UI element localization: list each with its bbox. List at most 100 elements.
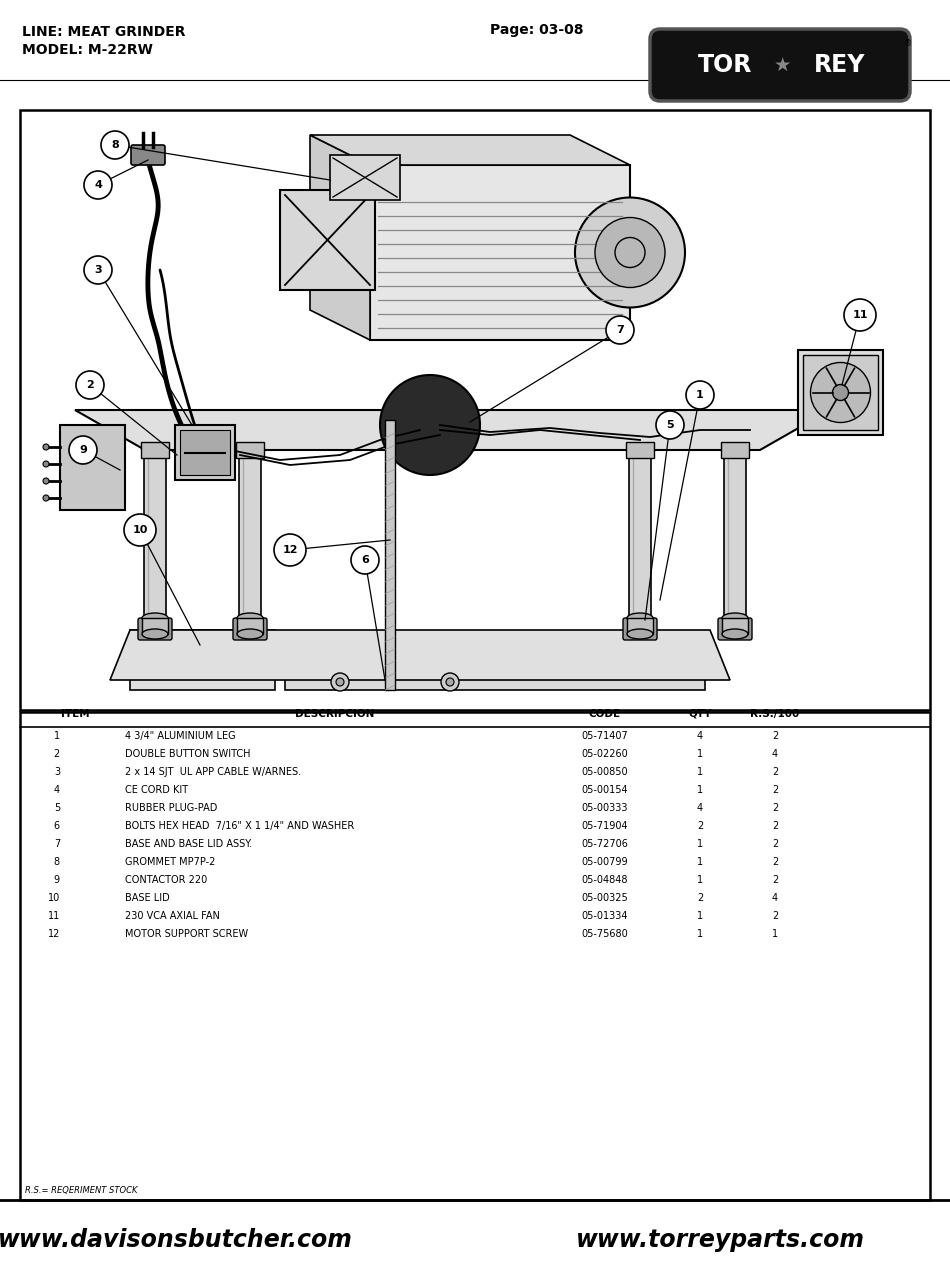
FancyBboxPatch shape: [233, 618, 267, 640]
FancyBboxPatch shape: [798, 349, 883, 435]
Text: RUBBER PLUG-PAD: RUBBER PLUG-PAD: [125, 803, 218, 813]
Text: 2 x 14 SJT  UL APP CABLE W/ARNES.: 2 x 14 SJT UL APP CABLE W/ARNES.: [125, 767, 301, 777]
FancyBboxPatch shape: [626, 442, 654, 458]
FancyBboxPatch shape: [721, 442, 749, 458]
Text: 8: 8: [54, 858, 60, 867]
FancyBboxPatch shape: [60, 425, 125, 509]
Circle shape: [351, 547, 379, 573]
Text: BOLTS HEX HEAD  7/16" X 1 1/4" AND WASHER: BOLTS HEX HEAD 7/16" X 1 1/4" AND WASHER: [125, 820, 354, 831]
FancyBboxPatch shape: [803, 355, 878, 430]
Text: 05-00799: 05-00799: [581, 858, 628, 867]
Circle shape: [844, 300, 876, 332]
Text: 1: 1: [697, 858, 703, 867]
Text: 10: 10: [48, 893, 60, 902]
Circle shape: [69, 436, 97, 463]
Circle shape: [446, 678, 454, 686]
FancyBboxPatch shape: [144, 451, 166, 620]
Text: 1: 1: [696, 390, 704, 399]
Text: 2: 2: [771, 838, 778, 849]
Text: GROMMET MP7P-2: GROMMET MP7P-2: [125, 858, 216, 867]
FancyBboxPatch shape: [724, 451, 746, 620]
Circle shape: [43, 444, 49, 451]
Text: 2: 2: [697, 893, 703, 902]
FancyBboxPatch shape: [236, 442, 264, 458]
Polygon shape: [75, 410, 830, 451]
Text: 05-72706: 05-72706: [581, 838, 629, 849]
FancyBboxPatch shape: [20, 712, 930, 1201]
Text: Page: 03-08: Page: 03-08: [490, 23, 583, 37]
Ellipse shape: [627, 613, 653, 623]
Text: LINE: MEAT GRINDER: LINE: MEAT GRINDER: [22, 26, 185, 38]
Text: 6: 6: [54, 820, 60, 831]
Text: 2: 2: [771, 731, 778, 741]
Text: 9: 9: [79, 445, 87, 454]
Text: 1: 1: [54, 731, 60, 741]
Ellipse shape: [142, 628, 168, 639]
Text: CODE: CODE: [589, 709, 621, 719]
FancyBboxPatch shape: [131, 145, 165, 165]
Text: 2: 2: [771, 803, 778, 813]
Circle shape: [84, 256, 112, 284]
Text: ®: ®: [903, 40, 912, 49]
Text: 12: 12: [282, 545, 297, 556]
Circle shape: [124, 515, 156, 547]
Text: ITEM: ITEM: [61, 709, 89, 719]
Text: CE CORD KIT: CE CORD KIT: [125, 785, 188, 795]
Text: 4: 4: [94, 180, 102, 189]
Text: R.S.= REQERIMENT STOCK: R.S.= REQERIMENT STOCK: [25, 1187, 138, 1196]
Circle shape: [606, 316, 634, 344]
Text: 2: 2: [771, 876, 778, 884]
FancyBboxPatch shape: [370, 165, 630, 340]
Text: 2: 2: [697, 820, 703, 831]
Text: 1: 1: [697, 911, 703, 922]
Text: www.davisonsbutcher.com: www.davisonsbutcher.com: [0, 1228, 352, 1252]
Circle shape: [43, 461, 49, 467]
Text: TOR: TOR: [698, 52, 752, 77]
Text: DOUBLE BUTTON SWITCH: DOUBLE BUTTON SWITCH: [125, 749, 251, 759]
FancyBboxPatch shape: [130, 630, 275, 690]
Circle shape: [274, 534, 306, 566]
Text: QTY: QTY: [689, 709, 712, 719]
Text: 4: 4: [54, 785, 60, 795]
Text: 11: 11: [852, 310, 867, 320]
Text: 5: 5: [54, 803, 60, 813]
Text: 05-02260: 05-02260: [581, 749, 628, 759]
Circle shape: [595, 218, 665, 288]
Text: 9: 9: [54, 876, 60, 884]
FancyBboxPatch shape: [629, 451, 651, 620]
Text: 2: 2: [771, 767, 778, 777]
Text: DESCRIPCION: DESCRIPCION: [295, 709, 374, 719]
Circle shape: [441, 673, 459, 691]
Ellipse shape: [722, 628, 748, 639]
Text: 1: 1: [697, 929, 703, 940]
FancyBboxPatch shape: [237, 618, 263, 634]
FancyBboxPatch shape: [330, 155, 400, 200]
Text: 4: 4: [772, 749, 778, 759]
Text: 10: 10: [132, 525, 147, 535]
Text: 05-71407: 05-71407: [581, 731, 628, 741]
FancyBboxPatch shape: [627, 618, 653, 634]
Circle shape: [575, 197, 685, 307]
Text: 2: 2: [771, 820, 778, 831]
FancyBboxPatch shape: [138, 618, 172, 640]
FancyBboxPatch shape: [20, 110, 930, 710]
Text: www.torreyparts.com: www.torreyparts.com: [576, 1228, 864, 1252]
Text: 12: 12: [48, 929, 60, 940]
Circle shape: [810, 362, 870, 422]
Text: R.S./100: R.S./100: [750, 709, 800, 719]
Polygon shape: [310, 134, 370, 340]
Circle shape: [380, 375, 480, 475]
Ellipse shape: [237, 613, 263, 623]
Text: 3: 3: [54, 767, 60, 777]
FancyBboxPatch shape: [722, 618, 748, 634]
Text: 230 VCA AXIAL FAN: 230 VCA AXIAL FAN: [125, 911, 219, 922]
Ellipse shape: [237, 628, 263, 639]
Text: 4 3/4" ALUMINIUM LEG: 4 3/4" ALUMINIUM LEG: [125, 731, 236, 741]
Text: 6: 6: [361, 556, 369, 564]
Text: 1: 1: [697, 838, 703, 849]
Text: 1: 1: [697, 749, 703, 759]
FancyBboxPatch shape: [650, 29, 910, 101]
FancyBboxPatch shape: [280, 189, 375, 291]
Text: 2: 2: [54, 749, 60, 759]
FancyBboxPatch shape: [180, 430, 230, 475]
